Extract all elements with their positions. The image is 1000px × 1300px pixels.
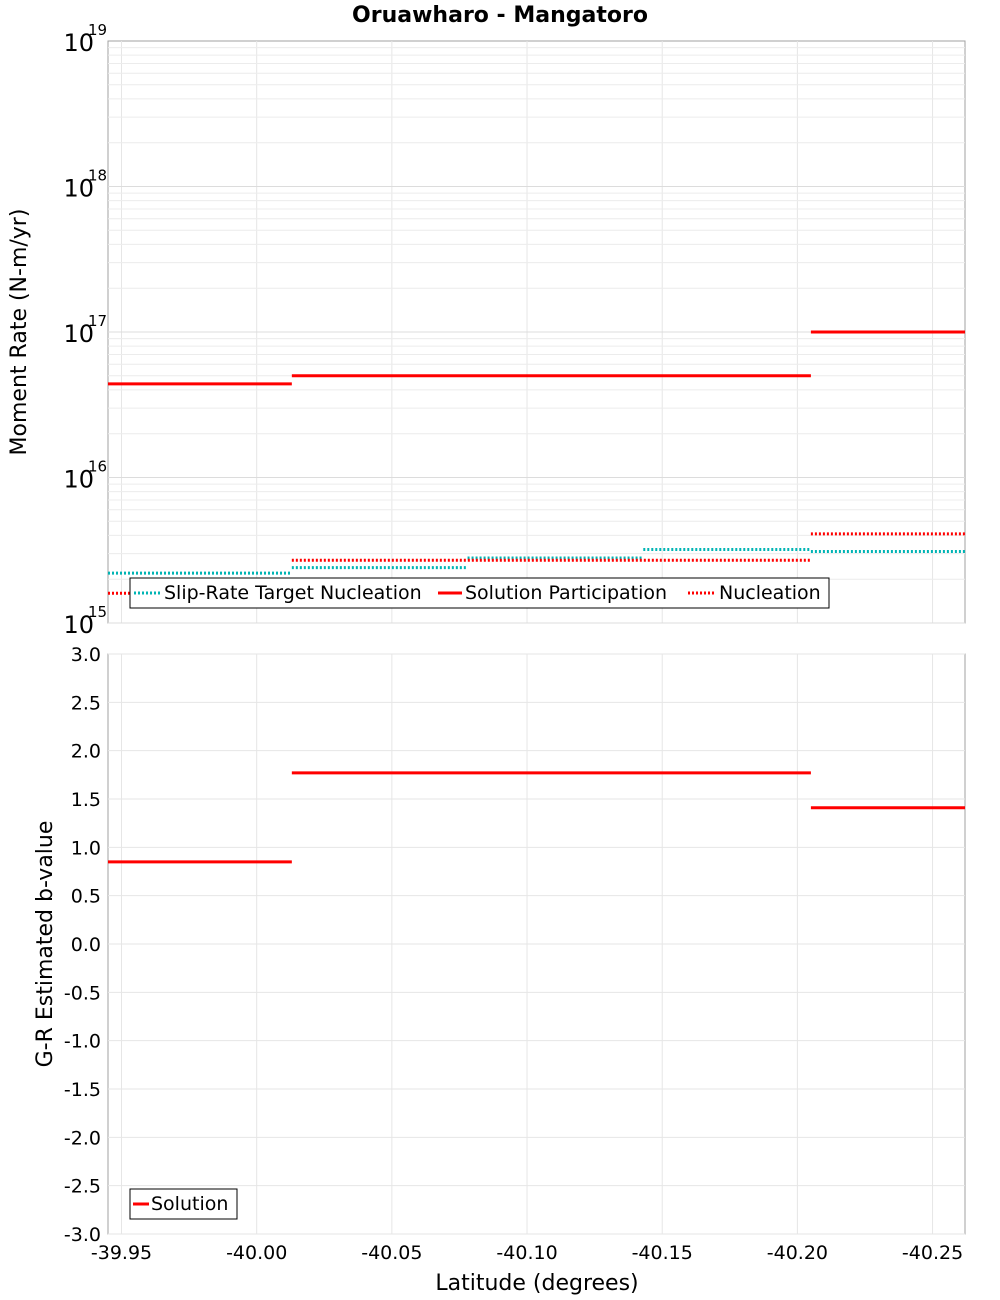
b-value-panel: -3.0 -2.5 -2.0 -1.5 -1.0 -0.5 0.0 0.5 1.0 1.5 2.0 2…	[33, 644, 966, 1296]
bottom-y-tick-label: 2.0	[71, 741, 101, 763]
legend-label-slip-rate-target-nucleation: Slip-Rate Target Nucleation	[164, 582, 422, 604]
x-tick-label: -39.95	[91, 1242, 152, 1264]
x-tick-label: -40.10	[496, 1242, 557, 1264]
top-y-tick-base: 10	[63, 175, 94, 203]
chart-title: Oruawharo - Mangatoro	[352, 3, 648, 28]
bottom-y-tick-label: 1.5	[71, 789, 101, 811]
bottom-y-tick-label: 0.5	[71, 886, 101, 908]
bottom-y-tick-label: -1.5	[64, 1079, 101, 1101]
x-tick-label: -40.05	[361, 1242, 422, 1264]
top-y-tick-exponent: 15	[88, 603, 107, 621]
top-y-tick-base: 10	[63, 320, 94, 348]
top-y-tick-exponent: 18	[88, 167, 107, 185]
bottom-legend: Solution	[129, 1188, 238, 1220]
x-axis-label: Latitude (degrees)	[435, 1271, 638, 1296]
x-tick-label: -40.25	[902, 1242, 963, 1264]
bottom-y-tick-label: -1.0	[64, 1031, 101, 1053]
top-y-tick-base: 10	[63, 466, 94, 494]
bottom-gridlines	[108, 653, 965, 1235]
top-legend: Slip-Rate Target Nucleation Solution Par…	[129, 577, 830, 609]
bottom-y-tick-labels: -3.0 -2.5 -2.0 -1.5 -1.0 -0.5 0.0 0.5 1.0 1.5 2.0 2…	[64, 644, 101, 1246]
bottom-y-tick-label: 2.5	[71, 692, 101, 714]
top-y-tick-exponent: 17	[88, 312, 107, 330]
x-tick-label: -40.15	[632, 1242, 693, 1264]
legend-label-solution: Solution	[151, 1193, 228, 1215]
bottom-y-axis-label: G-R Estimated b-value	[33, 821, 58, 1068]
bottom-y-tick-label: -2.0	[64, 1127, 101, 1149]
bottom-y-tick-label: -3.0	[64, 1224, 101, 1246]
top-y-axis-label: Moment Rate (N-m/yr)	[7, 209, 32, 456]
top-y-tick-base: 10	[63, 29, 94, 57]
bottom-y-tick-label: -2.5	[64, 1176, 101, 1198]
bottom-y-tick-label: 1.0	[71, 837, 101, 859]
top-y-tick-base: 10	[63, 611, 94, 639]
bottom-y-tick-label: -0.5	[64, 982, 101, 1004]
top-y-tick-exponent: 16	[88, 458, 107, 476]
x-tick-label: -40.00	[226, 1242, 287, 1264]
top-series	[108, 330, 965, 595]
bottom-series	[108, 771, 965, 864]
x-tick-labels: -39.95 -40.00 -40.05 -40.10 -40.15 -40.20 -40.…	[91, 1242, 963, 1264]
bottom-y-tick-label: 3.0	[71, 644, 101, 666]
legend-label-solution-participation: Solution Participation	[465, 582, 667, 604]
top-y-tick-exponent: 19	[88, 21, 107, 39]
legend-label-nucleation: Nucleation	[719, 582, 821, 604]
bottom-legend-box	[129, 1188, 238, 1220]
x-tick-label: -40.20	[767, 1242, 828, 1264]
bottom-y-tick-label: 0.0	[71, 934, 101, 956]
